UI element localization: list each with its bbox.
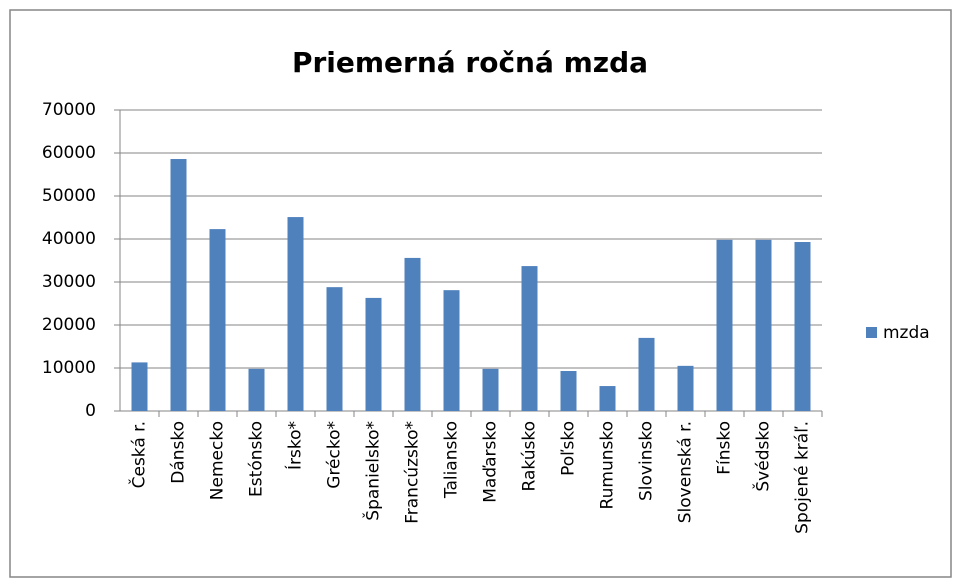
chart-title: Priemerná ročná mzda bbox=[292, 46, 648, 79]
x-tick-label: Slovenská r. bbox=[676, 421, 696, 523]
bar bbox=[365, 297, 382, 411]
x-tick-label: Fínsko bbox=[715, 421, 735, 475]
bar bbox=[248, 368, 265, 411]
x-tick-label: Spojené kráľ. bbox=[793, 421, 813, 534]
bar bbox=[560, 371, 577, 411]
bar bbox=[482, 368, 499, 411]
y-tick-label: 30000 bbox=[42, 272, 96, 292]
bar bbox=[677, 365, 694, 411]
x-tick-label: Dánsko bbox=[169, 421, 189, 484]
x-tick-label: Francúzsko* bbox=[403, 421, 423, 524]
y-tick-label: 60000 bbox=[42, 143, 96, 163]
x-tick-label: Rakúsko bbox=[520, 421, 540, 491]
bar bbox=[716, 239, 733, 411]
x-tick-label: Česká r. bbox=[128, 421, 150, 488]
bar bbox=[404, 257, 421, 411]
bar bbox=[131, 362, 148, 411]
x-tick-label: Maďarsko bbox=[481, 421, 501, 503]
x-tick-label: Rumunsko bbox=[598, 421, 618, 509]
legend-swatch bbox=[866, 327, 877, 338]
y-tick-label: 50000 bbox=[42, 186, 96, 206]
y-tick-label: 20000 bbox=[42, 315, 96, 335]
x-tick-label: Švédsko bbox=[752, 421, 774, 492]
y-tick-label: 0 bbox=[85, 401, 96, 421]
bar bbox=[638, 337, 655, 411]
bar bbox=[599, 386, 616, 411]
bar bbox=[755, 239, 772, 411]
chart-border bbox=[9, 9, 952, 578]
bar bbox=[326, 287, 343, 411]
y-tick-label: 10000 bbox=[42, 358, 96, 378]
x-tick-label: Nemecko bbox=[208, 421, 228, 500]
x-tick-label: Taliansko bbox=[442, 421, 462, 499]
y-tick-label: 70000 bbox=[42, 100, 96, 120]
y-tick-label: 40000 bbox=[42, 229, 96, 249]
bar bbox=[209, 229, 226, 411]
x-tick-label: Grécko* bbox=[325, 421, 345, 489]
x-tick-label: Španielsko* bbox=[362, 421, 384, 521]
bar bbox=[170, 159, 187, 411]
x-tick-label: Poľsko bbox=[559, 421, 579, 476]
bar bbox=[521, 266, 538, 411]
x-tick-label: Slovinsko bbox=[637, 421, 657, 501]
x-tick-label: Írsko* bbox=[284, 421, 306, 470]
bar bbox=[443, 290, 460, 411]
x-tick-label: Estónsko bbox=[247, 421, 267, 497]
legend-label: mzda bbox=[883, 323, 930, 343]
bar bbox=[794, 242, 811, 411]
bar bbox=[287, 217, 304, 411]
